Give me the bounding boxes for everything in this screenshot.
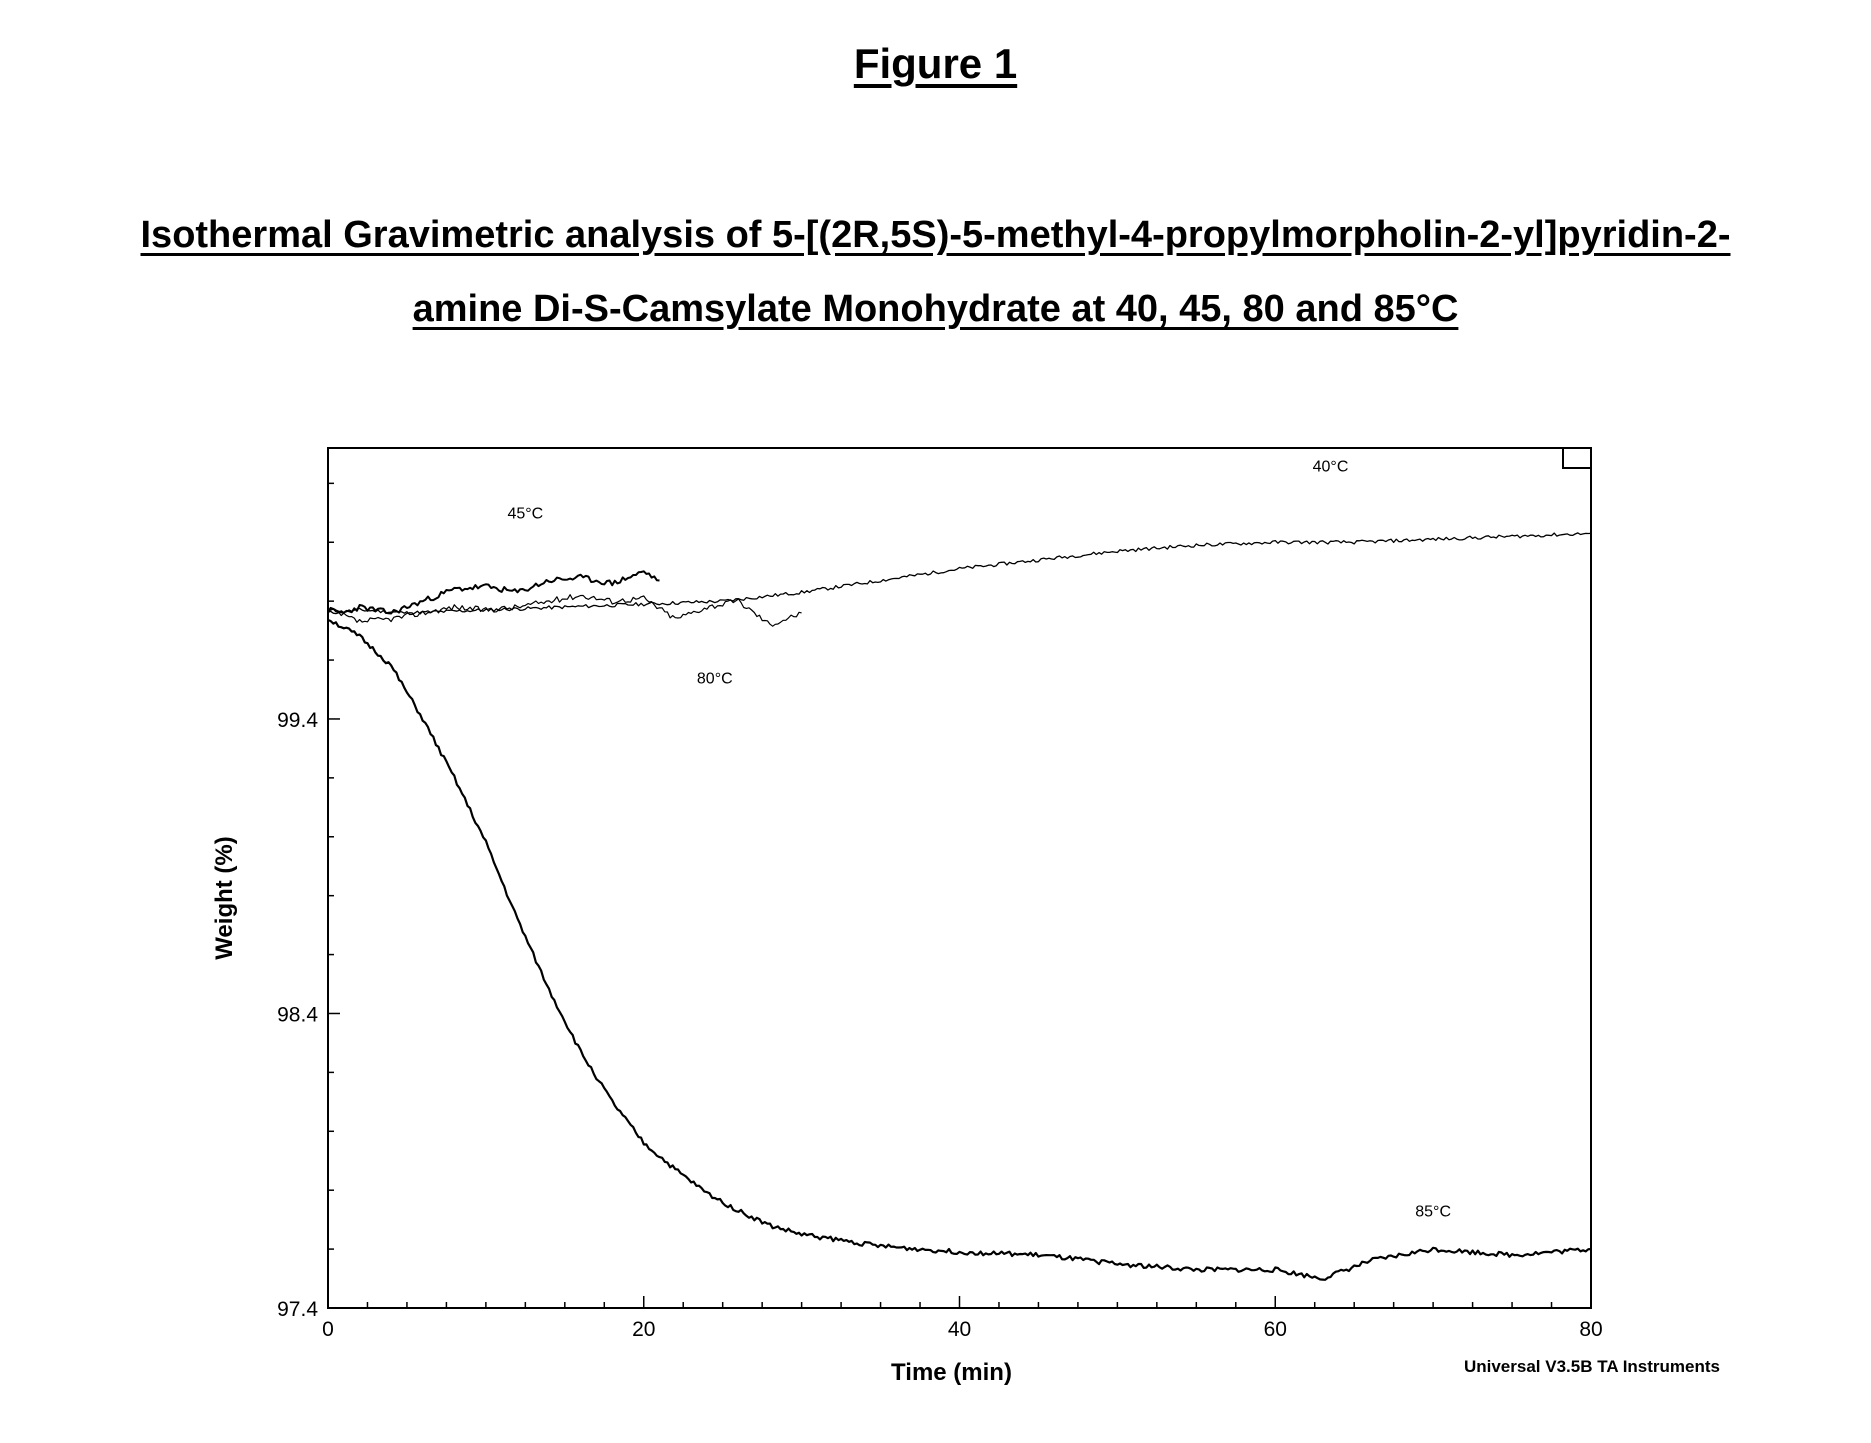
label-40c: 40°C bbox=[1313, 459, 1349, 476]
label-85c: 85°C bbox=[1415, 1204, 1451, 1221]
x-tick-label: 0 bbox=[322, 1318, 334, 1341]
label-80c: 80°C bbox=[697, 671, 733, 688]
y-axis-label: Weight (%) bbox=[211, 836, 238, 960]
corner-marker bbox=[1563, 448, 1591, 468]
x-tick-label: 60 bbox=[1264, 1318, 1287, 1341]
series-line-1 bbox=[328, 571, 660, 613]
y-tick-label: 99.4 bbox=[277, 709, 318, 732]
x-tick-label: 20 bbox=[632, 1318, 655, 1341]
series-line-3 bbox=[328, 620, 1591, 1280]
instrument-credit: Universal V3.5B TA Instruments bbox=[1464, 1357, 1720, 1376]
plot-area-frame bbox=[328, 448, 1591, 1308]
x-axis-label: Time (min) bbox=[891, 1359, 1012, 1386]
series-line-0 bbox=[328, 533, 1591, 615]
y-tick-label: 98.4 bbox=[277, 1003, 318, 1026]
x-tick-label: 80 bbox=[1579, 1318, 1602, 1341]
label-45c: 45°C bbox=[507, 506, 543, 523]
x-tick-label: 40 bbox=[948, 1318, 971, 1341]
y-tick-label: 97.4 bbox=[277, 1298, 318, 1321]
series-line-2 bbox=[328, 595, 802, 627]
tga-chart: 0 20 40 60 80 97.4 98.4 99.4 Time (min) Weight (… bbox=[0, 0, 1871, 1443]
